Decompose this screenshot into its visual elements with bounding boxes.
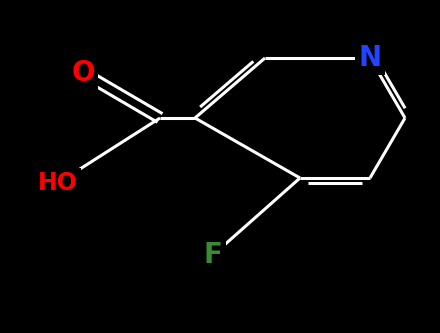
Text: O: O (71, 59, 95, 87)
Text: HO: HO (38, 171, 78, 195)
Text: N: N (359, 44, 381, 72)
Text: F: F (204, 241, 223, 269)
